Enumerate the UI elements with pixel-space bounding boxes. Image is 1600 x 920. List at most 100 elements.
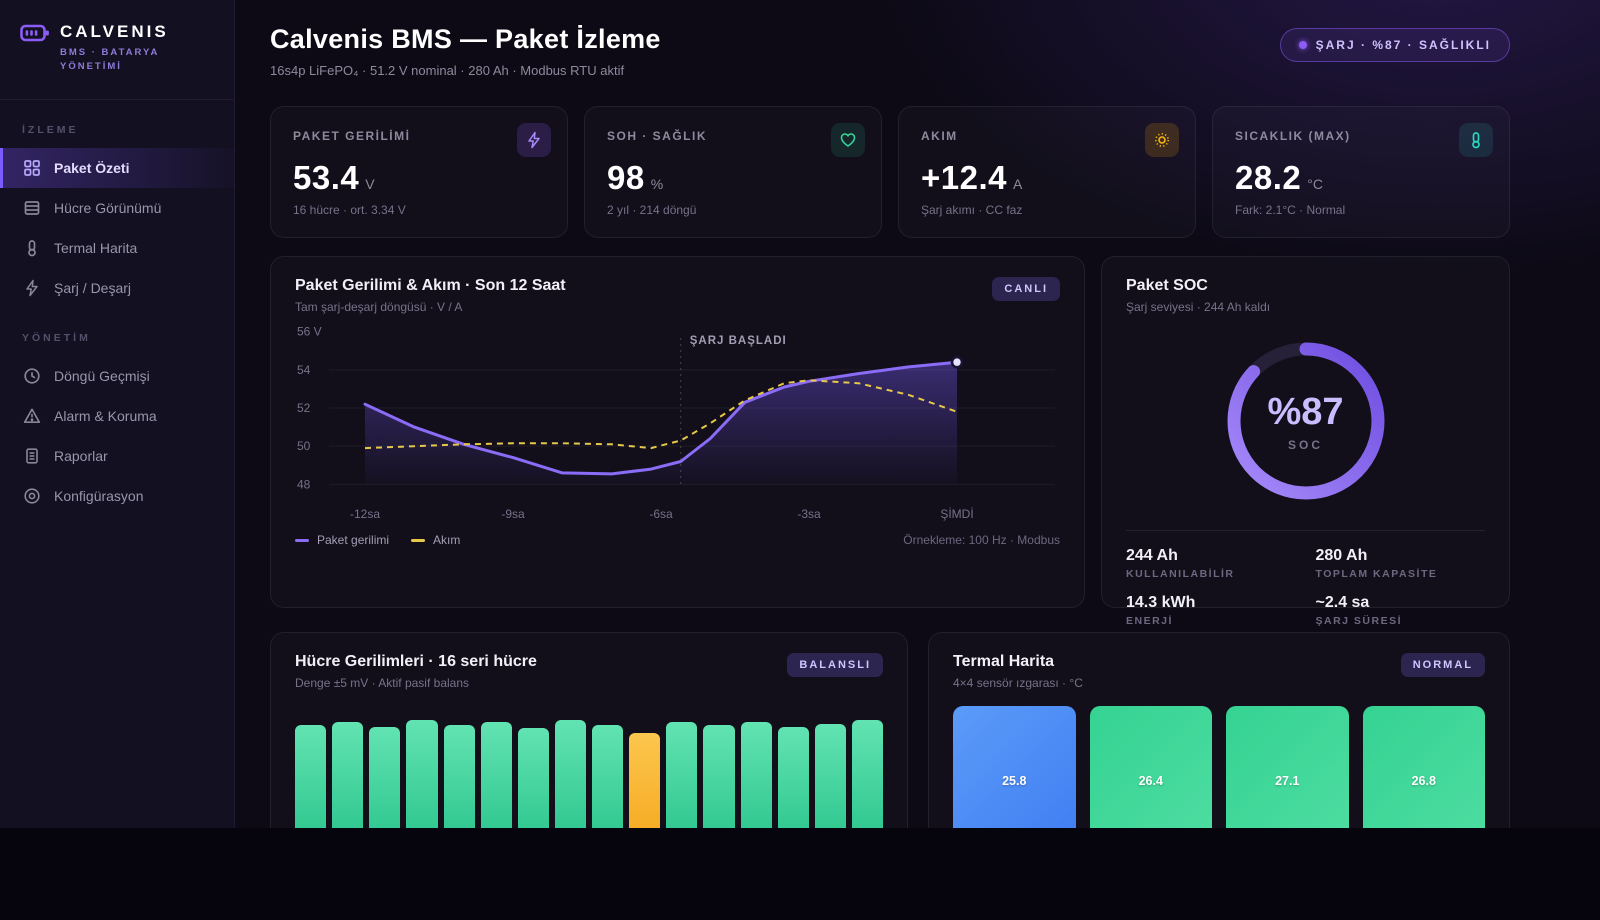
sidebar-item-label: Paket Özeti [54, 159, 130, 176]
list-icon [23, 199, 41, 217]
svg-text:-6sa: -6sa [649, 507, 673, 521]
bolt-icon [23, 279, 41, 297]
stat-value-row: 98% [607, 159, 859, 197]
soc-stat: 244 Ah KULLANILABİLİR [1126, 547, 1296, 580]
sidebar-item-label: Raporlar [54, 447, 108, 464]
cell-bar-12[interactable] [703, 725, 735, 828]
svg-text:52: 52 [297, 401, 311, 415]
soc-ring-gauge: %87 SOC [1221, 336, 1391, 506]
legend-label: Akım [433, 533, 461, 547]
cell-voltage-bars [295, 706, 883, 828]
cell-bar-8[interactable] [554, 720, 586, 828]
cell-bar-1[interactable] [295, 725, 327, 828]
soc-stats-grid: 244 Ah KULLANILABİLİR 280 Ah TOPLAM KAPAS… [1126, 547, 1485, 627]
stat-card-sicaklik-max-: SICAKLIK (MAX) 28.2 °C Fark: 2.1°C · Normal [1212, 106, 1510, 238]
cell-bar-2[interactable] [332, 722, 364, 828]
stat-label: SOH · SAĞLIK [607, 129, 708, 143]
cell-bar-15[interactable] [814, 724, 846, 828]
thermal-tile[interactable]: 27.1 [1226, 706, 1349, 828]
cell-bar-10-balancing[interactable] [629, 733, 661, 828]
sun-icon [1145, 123, 1179, 157]
sidebar-item-paket-zeti[interactable]: Paket Özeti [0, 147, 234, 188]
sidebar-item-d-ng-ge-mi-i[interactable]: Döngü Geçmişi [0, 356, 234, 396]
stat-sub: Şarj akımı · CC faz [921, 203, 1023, 217]
stat-label: SICAKLIK (MAX) [1235, 129, 1351, 143]
svg-text:-12sa: -12sa [350, 507, 380, 521]
soc-ring-svg [1227, 342, 1384, 500]
sidebar-item-label: Döngü Geçmişi [54, 367, 150, 384]
soc-stat-value: ~2.4 sa [1315, 594, 1370, 611]
soc-stat-value: 244 Ah [1126, 547, 1178, 564]
cell-bar-14[interactable] [777, 727, 809, 828]
mid-row: Paket Gerilimi & Akım · Son 12 Saat Tam … [270, 256, 1510, 627]
soc-stat: 280 Ah TOPLAM KAPASİTE [1316, 547, 1486, 580]
stat-value: 53.4 [293, 159, 360, 196]
legend-item: Akım [411, 533, 460, 547]
stat-card-soh-sa-lik: SOH · SAĞLIK 98% 2 yıl · 214 döngü [584, 106, 882, 238]
stat-label: PAKET GERİLİMİ [293, 129, 411, 143]
svg-text:50: 50 [297, 439, 311, 453]
cell-bar-5[interactable] [443, 725, 475, 828]
nav-section-label: İZLEME [22, 123, 79, 136]
status-badge[interactable]: ŞARJ · %87 · SAĞLIKLI [1279, 28, 1510, 62]
chart-legend: Paket gerilimi Akım [295, 533, 460, 547]
sidebar-item-label: Hücre Görünümü [54, 199, 162, 216]
cell-bar-11[interactable] [666, 722, 698, 828]
sidebar-item--arj-de-arj[interactable]: Şarj / Deşarj [0, 268, 234, 308]
soc-stat-label: KULLANILABİLİR [1126, 568, 1235, 580]
sidebar-item-raporlar[interactable]: Raporlar [0, 436, 234, 476]
stat-sub: 16 hücre · ort. 3.34 V [293, 203, 406, 217]
chart-svg: 56 V 54 52 50 48 -12sa -9sa -6sa -3sa ŞİMDİ ŞARJ B… [297, 325, 1055, 521]
thermal-map-card: Termal Harita 4×4 sensör ızgarası · °C N… [928, 632, 1510, 828]
cell-bar-6[interactable] [480, 722, 512, 828]
cell-bar-4[interactable] [406, 720, 438, 828]
chart-subtitle: Tam şarj-deşarj döngüsü · V / A [295, 300, 463, 314]
sidebar-item-termal-harita[interactable]: Termal Harita [0, 228, 234, 268]
legend-swatch [295, 538, 309, 542]
stats-row: PAKET GERİLİMİ 53.4 V 16 hücre · ort. 3.34 … [270, 106, 1510, 238]
thermal-card-titles: Termal Harita 4×4 sensör ızgarası · °C [953, 653, 1083, 690]
svg-text:48: 48 [297, 477, 311, 491]
sidebar-item-label: Termal Harita [54, 239, 138, 256]
soc-title: Paket SOC [1126, 277, 1208, 294]
stat-unit: A [1013, 176, 1023, 192]
soc-center-label: SOC [1287, 437, 1323, 452]
soc-stat-value: 14.3 kWh [1126, 594, 1196, 611]
cell-bar-9[interactable] [592, 725, 624, 828]
soc-stat-label: ENERJİ [1126, 615, 1173, 627]
stat-card-paket-geri-li-mi-: PAKET GERİLİMİ 53.4 V 16 hücre · ort. 3.34 … [270, 106, 568, 238]
thermal-tile[interactable]: 25.8 [953, 706, 1076, 828]
soc-subtitle: Şarj seviyesi · 244 Ah kaldı [1126, 300, 1271, 314]
brand: CALVENIS BMS · BATARYA YÖNETİMİ [0, 22, 234, 100]
stat-unit: % [650, 176, 664, 192]
cell-bar-7[interactable] [517, 728, 549, 828]
chart-legend-row: Paket gerilimi Akım Örnekleme: 100 Hz · M… [295, 533, 1060, 547]
chart-footnote: Örnekleme: 100 Hz · Modbus [903, 533, 1060, 547]
thermometer-icon [23, 239, 41, 257]
nav-section-label: YÖNETİM [22, 331, 91, 344]
bottom-row: Hücre Gerilimleri · 16 seri hücre Denge … [270, 632, 1510, 828]
cell-bar-3[interactable] [369, 727, 401, 828]
sidebar-item-alarm-koruma[interactable]: Alarm & Koruma [0, 396, 234, 436]
thermal-tile[interactable]: 26.8 [1362, 706, 1485, 828]
thermal-grid: 25.8 26.4 27.1 26.8 [953, 706, 1485, 828]
sidebar-item-label: Alarm & Koruma [54, 407, 157, 424]
live-badge: CANLI [992, 277, 1060, 301]
svg-text:54: 54 [297, 363, 311, 377]
cells-title: Hücre Gerilimleri · 16 seri hücre [295, 653, 537, 670]
status-dot-icon [1298, 41, 1307, 49]
soc-percent: %87 [1267, 390, 1344, 433]
app-window: CALVENIS BMS · BATARYA YÖNETİMİ İZLEME Pa… [0, 0, 1600, 828]
soc-stat: 14.3 kWh ENERJİ [1126, 594, 1296, 627]
sidebar-item-h-cre-g-r-n-m-[interactable]: Hücre Görünümü [0, 188, 234, 228]
balanced-badge: BALANSLI [787, 653, 883, 677]
soc-stat: ~2.4 sa ŞARJ SÜRESİ [1316, 594, 1486, 627]
sidebar-item-label: Konfigürasyon [54, 487, 144, 504]
stat-sub: Fark: 2.1°C · Normal [1235, 203, 1346, 217]
stat-value-row: +12.4 A [921, 159, 1173, 197]
status-badge-label: ŞARJ · %87 · SAĞLIKLI [1315, 38, 1491, 52]
sidebar-item-konfig-rasyon[interactable]: Konfigürasyon [0, 476, 234, 516]
cell-bar-13[interactable] [740, 722, 772, 828]
thermal-tile[interactable]: 26.4 [1089, 706, 1212, 828]
cell-bar-16[interactable] [851, 720, 883, 828]
